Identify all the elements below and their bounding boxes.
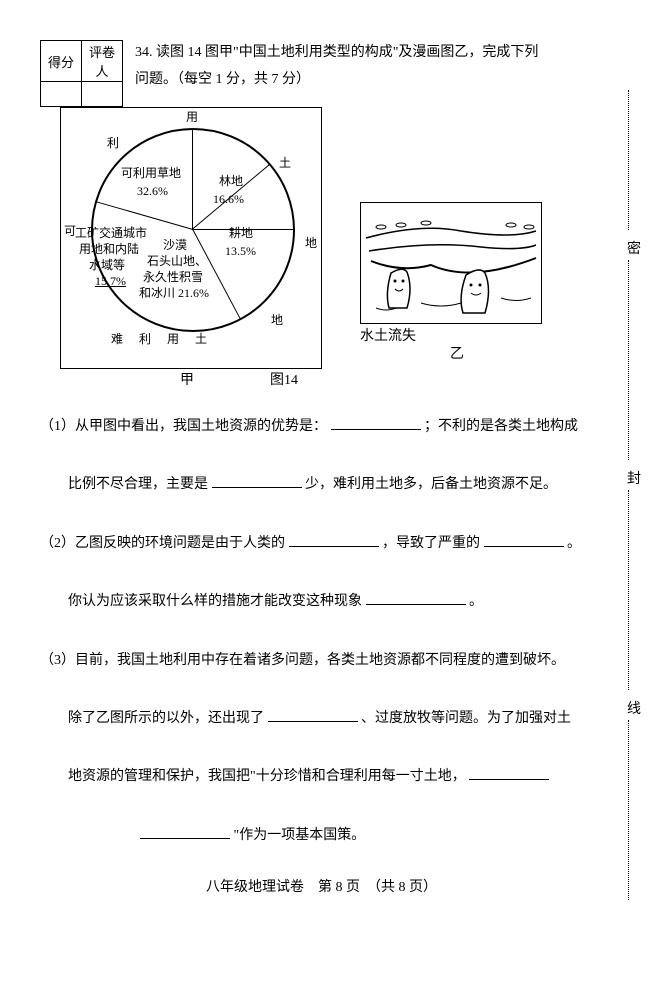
q2-b: ，导致了严重的 [382,536,480,551]
q1-blank1 [331,412,421,430]
q2-a: （2）乙图反映的环境问题是由于人类的 [40,536,285,551]
q2-d: 你认为应该采取什么样的措施才能改变这种现象 [68,594,362,609]
ring-char-li: 利 [107,136,119,152]
q3-a: （3）目前，我国土地利用中存在着诸多问题，各类土地资源都不同程度的遭到破坏。 [40,653,565,668]
side-xian: 线 [627,698,641,718]
q1-d: 少，难利用土地多，后备土地资源不足。 [305,477,557,492]
score-cell-score [41,82,82,107]
q3-e: "作为一项基本国策。 [234,828,366,843]
q3-d: 地资源的管理和保护，我国把"十分珍惜和合理利用每一寸土地， [68,769,466,784]
q1-blank2 [212,471,302,489]
q3-b: 除了乙图所示的以外，还出现了 [68,711,264,726]
pie-other-pct: 15.7% [95,274,126,290]
pie-arable-label: 耕地 [229,226,253,242]
ring-char-di: 地 [305,236,317,252]
score-header-grader: 评卷人 [82,41,123,82]
q2-blank3 [366,587,466,605]
cartoon-box [360,202,542,324]
q3-line4: "作为一项基本国策。 [40,818,603,854]
ring-char-top: 用 [186,110,198,126]
question-line1: 读图 14 图甲"中国土地利用类型的构成"及漫画图乙，完成下列 [156,45,538,60]
pie-unusable-l1: 沙漠 [163,238,187,254]
page-footer: 八年级地理试卷 第 8 页 （共 8 页） [40,876,603,896]
q1-line2: 比例不尽合理，主要是 少，难利用土地多，后备土地资源不足。 [40,467,603,503]
cartoon-caption: 水土流失 [360,325,416,345]
pie-unusable-l2: 石头山地、 [147,254,207,270]
pie-grassland-label: 可利用草地 [121,166,181,182]
caption-yi: 乙 [450,343,464,363]
score-cell-grader [82,82,123,107]
caption-fig14: 图14 [270,369,298,389]
pie-unusable-l4: 和冰川 21.6% [139,286,209,302]
q1-c: 比例不尽合理，主要是 [68,477,208,492]
q3-c: 、过度放牧等问题。为了加强对土 [361,711,571,726]
pie-other-l3: 水域等 [89,258,125,274]
ring-char-tu: 土 [279,156,291,172]
q2-c: 。 [567,536,581,551]
question-number: 34. [135,45,153,60]
pie-arable-pct: 13.5% [225,244,256,260]
pie-other-l1: 工矿交通城市 [75,226,147,242]
cartoon-svg [361,203,541,323]
q2-blank1 [289,529,379,547]
ring-chars-bottom: 难 利 用 土 [111,332,209,348]
q3-blank2 [469,763,549,781]
score-table: 得分 评卷人 [40,40,123,107]
q3-blank1 [268,704,358,722]
side-feng: 封 [627,468,641,488]
seal-line: 密 封 线 [615,0,645,999]
ring-char-di2: 地 [271,313,283,329]
pie-chart-box: 用 利 土 可 地 地 难 利 用 土 可利用草地 32.6% 林地 16.6% [60,107,322,369]
q1-b: ；不利的是各类土地构成 [424,419,578,434]
side-mi: 密 [627,238,641,258]
q3-blank3 [140,821,230,839]
exam-page: 得分 评卷人 34. 读图 14 图甲"中国土地利用类型的构成"及漫画图乙，完成… [0,0,653,999]
q2-line1: （2）乙图反映的环境问题是由于人类的 ，导致了严重的 。 [40,526,603,562]
score-header-score: 得分 [41,41,82,82]
questions-block: （1）从甲图中看出，我国土地资源的优势是： ；不利的是各类土地构成 比例不尽合理… [40,409,603,854]
q2-line2: 你认为应该采取什么样的措施才能改变这种现象 。 [40,584,603,620]
question-stem: 34. 读图 14 图甲"中国土地利用类型的构成"及漫画图乙，完成下列 问题。（… [40,40,603,93]
caption-jia: 甲 [180,369,194,389]
q3-line3: 地资源的管理和保护，我国把"十分珍惜和合理利用每一寸土地， [40,759,603,795]
q1-line1: （1）从甲图中看出，我国土地资源的优势是： ；不利的是各类土地构成 [40,409,603,445]
pie-forest-label: 林地 [219,174,243,190]
pie-unusable-l3: 永久性积雪 [143,270,203,286]
q3-line1: （3）目前，我国土地利用中存在着诸多问题，各类土地资源都不同程度的遭到破坏。 [40,643,603,679]
pie-other-l2: 用地和内陆 [79,242,139,258]
q2-e: 。 [469,594,483,609]
q1-a: （1）从甲图中看出，我国土地资源的优势是： [40,419,327,434]
pie-forest-pct: 16.6% [213,192,244,208]
pie-circle: 可利用草地 32.6% 林地 16.6% 耕地 13.5% 沙漠 石头山地、 永… [91,128,295,332]
q3-line2: 除了乙图所示的以外，还出现了 、过度放牧等问题。为了加强对土 [40,701,603,737]
q2-blank2 [484,529,564,547]
pie-grassland-pct: 32.6% [137,184,168,200]
figure-area: 用 利 土 可 地 地 难 利 用 土 可利用草地 32.6% 林地 16.6% [40,107,603,387]
question-line2: 问题。（每空 1 分，共 7 分） [135,72,310,87]
